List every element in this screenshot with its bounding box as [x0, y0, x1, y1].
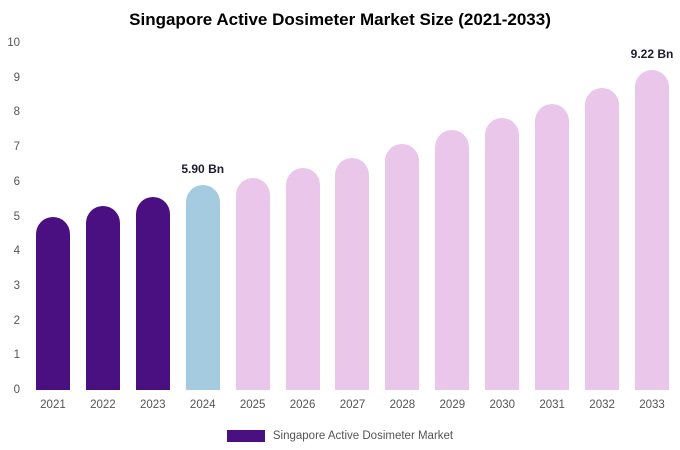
bar-slot: 2021 — [28, 43, 77, 411]
value-label: 5.90 Bn — [181, 162, 225, 177]
bar-slot: 2025 — [228, 43, 277, 411]
bar-slot: 5.90 Bn 2024 — [178, 43, 227, 411]
x-tick-label: 2033 — [639, 399, 665, 411]
y-tick-label: 8 — [13, 106, 20, 119]
bar-2026 — [285, 167, 320, 390]
value-label: 9.22 Bn — [630, 47, 674, 62]
y-tick-label: 6 — [13, 175, 20, 188]
x-tick-label: 2030 — [489, 399, 516, 411]
x-tick-label: 2024 — [189, 399, 216, 411]
y-tick-label: 0 — [13, 384, 20, 396]
bar-2027 — [335, 157, 370, 390]
legend-swatch — [226, 430, 265, 442]
bar-slot: 2026 — [278, 43, 327, 411]
bar-slot: 2032 — [578, 43, 627, 411]
y-tick-label: 5 — [13, 210, 20, 223]
bar-2031 — [535, 103, 570, 390]
x-tick-label: 2032 — [589, 399, 615, 411]
y-tick-label: 9 — [13, 71, 20, 84]
legend-label: Singapore Active Dosimeter Market — [272, 430, 454, 442]
y-tick-label: 2 — [13, 314, 20, 327]
x-tick-label: 2028 — [389, 399, 416, 411]
bar-slot: 9.22 Bn 2033 — [628, 43, 677, 411]
y-tick-label: 4 — [13, 245, 20, 258]
bar-slot: 2028 — [378, 43, 427, 411]
bar-2021 — [35, 216, 70, 390]
x-tick-label: 2026 — [289, 399, 316, 411]
x-tick-label: 2023 — [140, 399, 166, 411]
bar-slot: 2022 — [78, 43, 127, 411]
x-tick-label: 2031 — [539, 399, 565, 411]
y-tick-label: 10 — [7, 37, 20, 49]
chart-title: Singapore Active Dosimeter Market Size (… — [129, 10, 551, 29]
bar-2033 — [635, 70, 670, 390]
bar-slot: 2027 — [328, 43, 377, 411]
bar-slot: 2023 — [128, 43, 177, 411]
y-tick-label: 7 — [13, 141, 20, 154]
x-tick-label: 2029 — [439, 399, 466, 411]
bar-2024 — [185, 185, 220, 390]
y-tick-label: 3 — [13, 279, 20, 292]
bar-2032 — [585, 88, 620, 390]
bar-2025 — [235, 178, 270, 390]
bar-2029 — [435, 129, 470, 390]
bar-slot: 2030 — [478, 43, 527, 411]
y-tick-label: 1 — [13, 349, 20, 362]
x-tick-label: 2025 — [239, 399, 266, 411]
bar-slot: 2031 — [528, 43, 577, 411]
bar-2022 — [85, 206, 120, 390]
plot-area: 2021 2022 2023 5.90 Bn 2024 2025 2026 2027 2028 2… — [28, 43, 677, 411]
bar-2023 — [135, 197, 170, 390]
bar-2030 — [485, 117, 520, 390]
bar-2028 — [385, 143, 420, 390]
x-tick-label: 2021 — [40, 399, 66, 411]
y-axis: 0 1 2 3 4 5 6 7 8 9 10 — [0, 37, 22, 396]
x-tick-label: 2027 — [339, 399, 366, 411]
bar-slot: 2029 — [428, 43, 477, 411]
legend: Singapore Active Dosimeter Market — [0, 430, 680, 442]
x-tick-label: 2022 — [90, 399, 116, 411]
